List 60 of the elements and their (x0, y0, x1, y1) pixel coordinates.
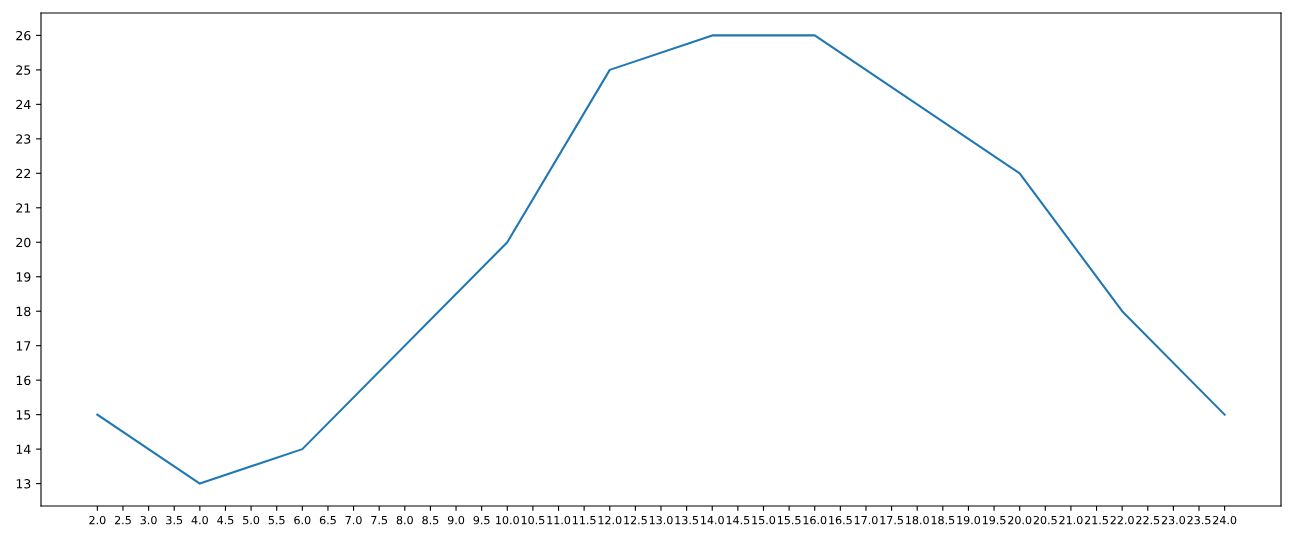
x-tick-label: 22.5 (1136, 515, 1160, 525)
x-tick-label: 5.5 (268, 516, 285, 525)
x-tick-label: 20.0 (1008, 515, 1032, 525)
x-tick-label: 15.0 (752, 515, 776, 525)
y-tick-label: 22 (16, 168, 31, 179)
y-tick-label: 23 (16, 134, 31, 144)
x-tick-label: 19.5 (982, 515, 1006, 525)
x-tick-label: 21.5 (1084, 515, 1108, 525)
y-tick-label: 20 (16, 237, 31, 248)
y-tick-label: 15 (16, 410, 31, 420)
x-tick-label: 5.0 (243, 515, 260, 525)
x-tick-label: 14.0 (701, 515, 724, 525)
x-tick-label: 9.0 (447, 515, 465, 525)
y-tick-label: 25 (16, 65, 31, 75)
x-tick-label: 12.0 (598, 515, 622, 525)
x-tick-label: 23.5 (1187, 515, 1211, 525)
x-tick-label: 15.5 (777, 516, 801, 525)
x-tick-label: 16.5 (829, 515, 852, 525)
x-tick-label: 7.5 (371, 516, 388, 525)
y-tick-label: 14 (16, 444, 31, 454)
x-tick-label: 18.0 (906, 515, 929, 525)
x-tick-label: 8.0 (396, 515, 413, 525)
x-tick-label: 21.0 (1059, 515, 1083, 525)
x-tick-label: 11.0 (547, 515, 571, 525)
x-tick-label: 2.0 (89, 515, 106, 525)
x-tick-label: 19.0 (957, 515, 981, 525)
x-tick-label: 14.5 (726, 516, 750, 525)
x-tick-label: 8.5 (422, 515, 439, 525)
x-tick-label: 24.0 (1213, 515, 1237, 525)
x-tick-label: 18.5 (931, 515, 955, 525)
y-tick-label: 21 (16, 203, 31, 213)
x-tick-label: 13.0 (649, 515, 673, 525)
y-tick-label: 17 (16, 341, 31, 351)
x-tick-label: 10.0 (496, 515, 519, 525)
y-tick-label: 16 (16, 375, 31, 386)
x-tick-label: 20.5 (1033, 515, 1057, 525)
x-tick-label: 7.0 (345, 515, 362, 525)
x-tick-label: 2.5 (114, 515, 131, 525)
x-tick-label: 3.5 (166, 515, 183, 525)
x-tick-label: 12.5 (624, 515, 647, 525)
x-tick-label: 22.0 (1110, 515, 1134, 525)
x-tick-label: 6.0 (294, 515, 311, 525)
y-tick-label: 13 (16, 479, 31, 489)
x-tick-label: 9.5 (473, 515, 490, 525)
x-tick-label: 11.5 (572, 516, 596, 525)
y-tick-label: 24 (16, 99, 31, 110)
x-tick-label: 17.0 (854, 515, 878, 525)
x-tick-label: 17.5 (880, 516, 903, 525)
x-tick-label: 10.5 (521, 515, 545, 525)
x-tick-label: 3.0 (140, 515, 157, 525)
y-tick-label: 19 (16, 272, 31, 282)
x-tick-label: 16.0 (803, 515, 827, 525)
y-tick-label: 26 (16, 30, 31, 41)
y-tick-label: 18 (16, 306, 31, 317)
line-series (96, 34, 1226, 485)
x-tick-label: 23.0 (1161, 515, 1186, 525)
x-tick-label: 13.5 (675, 515, 699, 525)
x-tick-label: 4.0 (191, 515, 208, 525)
x-tick-label: 6.5 (319, 515, 336, 525)
x-tick-label: 4.5 (217, 516, 234, 525)
